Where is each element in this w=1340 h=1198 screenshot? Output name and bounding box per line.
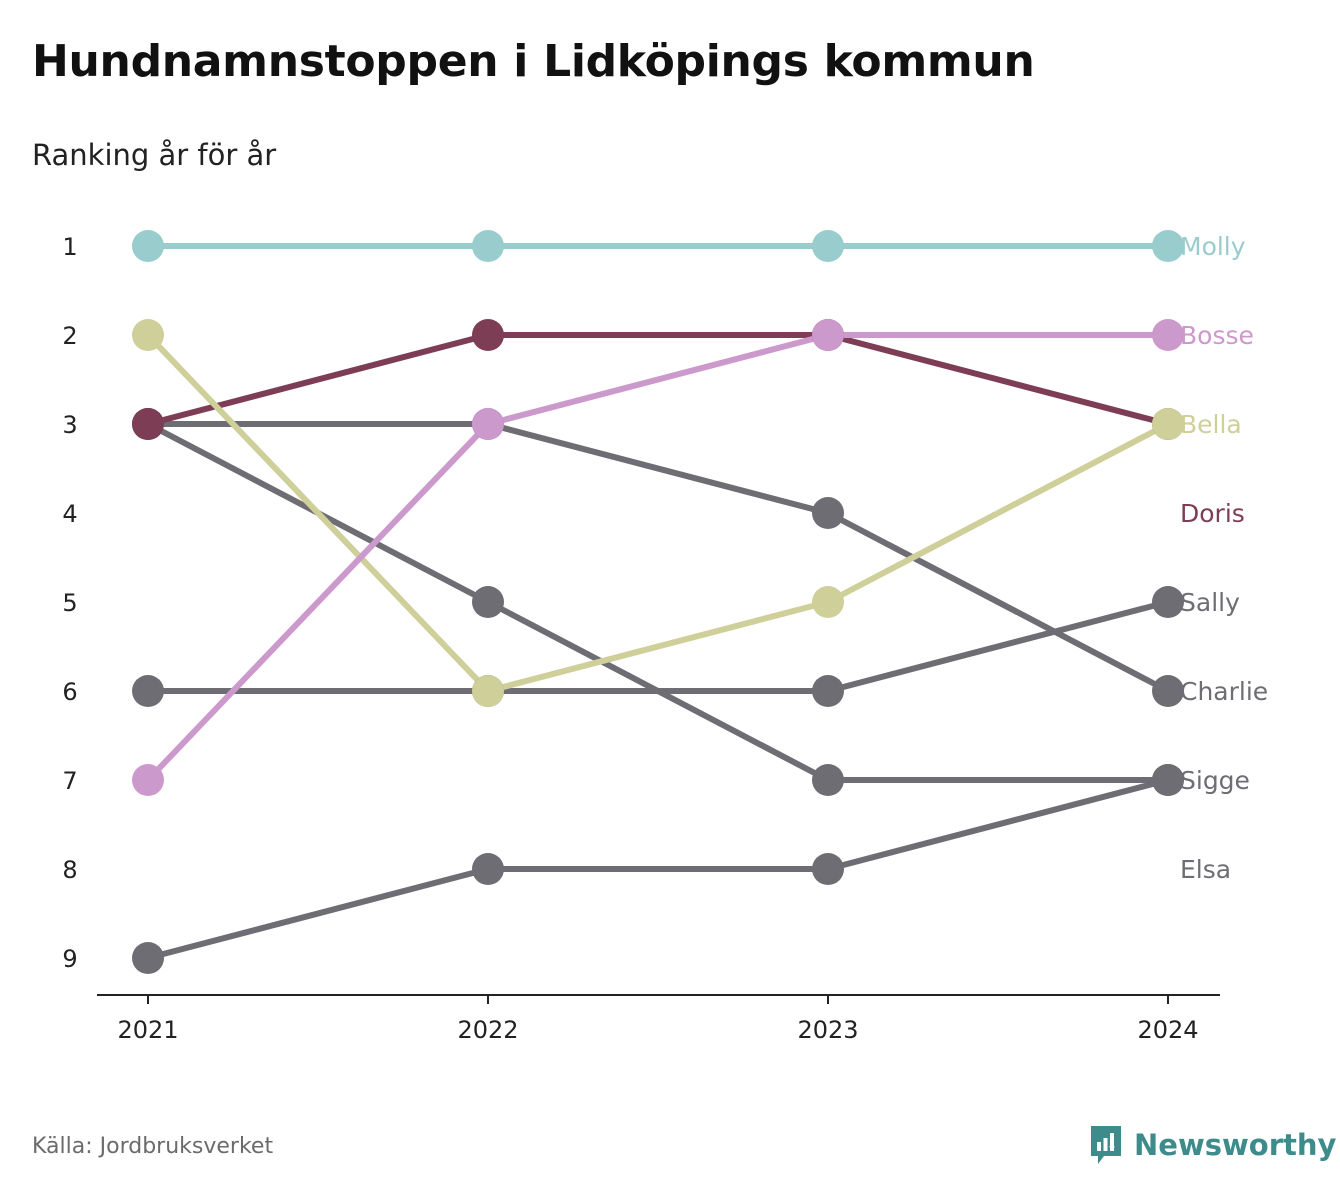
point-charlie-2023 (812, 497, 844, 529)
brand-logo[interactable]: Newsworthy (1088, 1122, 1336, 1168)
y-tick-label-5: 5 (62, 589, 77, 617)
point-molly-2021 (132, 230, 164, 262)
point-molly-2023 (812, 230, 844, 262)
y-tick-label-1: 1 (62, 233, 77, 261)
point-elsa-2023 (812, 853, 844, 885)
brand-name: Newsworthy (1134, 1128, 1337, 1162)
series-line-sally (145, 599, 1171, 694)
label-doris: Doris (1180, 499, 1245, 528)
point-bosse-2022 (472, 408, 504, 440)
x-tick-label-2023: 2023 (797, 1016, 858, 1044)
y-tick-label-2: 2 (62, 322, 77, 350)
point-sigge-2024 (1152, 764, 1184, 796)
series-line-sigge (145, 421, 1171, 783)
point-molly-2022 (472, 230, 504, 262)
point-bella-2023 (812, 586, 844, 618)
y-tick-label-4: 4 (62, 500, 77, 528)
series-labels: Molly Bosse Bella Doris Sally Charlie Sigge Els… (1180, 232, 1268, 884)
chart-title: Hundnamnstoppen i Lidköpings kommun (32, 36, 1035, 87)
series-line-elsa (145, 777, 1171, 961)
point-doris-2021 (132, 408, 164, 440)
point-bosse-2023 (812, 319, 844, 351)
y-tick-label-9: 9 (62, 945, 77, 973)
point-bella-2022 (472, 675, 504, 707)
label-bosse: Bosse (1180, 321, 1254, 350)
y-tick-label-7: 7 (62, 767, 77, 795)
axes: 2021 2022 2023 2024 1 2 3 4 5 6 7 8 9 (62, 233, 1220, 1044)
newsworthy-logo-icon (1091, 1126, 1121, 1164)
label-molly: Molly (1180, 232, 1246, 261)
label-charlie: Charlie (1180, 677, 1268, 706)
y-tick-label-3: 3 (62, 411, 77, 439)
point-doris-2022 (472, 319, 504, 351)
point-sally-2024 (1152, 586, 1184, 618)
point-elsa-2021 (132, 942, 164, 974)
label-sigge: Sigge (1180, 766, 1250, 795)
label-elsa: Elsa (1180, 855, 1231, 884)
point-sally-2021 (132, 675, 164, 707)
point-bella-2021 (132, 319, 164, 351)
point-sigge-2022 (472, 586, 504, 618)
x-tick-label-2021: 2021 (117, 1016, 178, 1044)
chart-subtitle: Ranking år för år (32, 138, 277, 172)
point-sigge-2023 (812, 764, 844, 796)
series-line-charlie (145, 421, 1171, 694)
x-tick-label-2022: 2022 (457, 1016, 518, 1044)
source-note: Källa: Jordbruksverket (32, 1134, 274, 1159)
y-tick-label-8: 8 (62, 856, 77, 884)
point-bosse-2024 (1152, 319, 1184, 351)
point-bella-2024 (1152, 408, 1184, 440)
point-bosse-2021 (132, 764, 164, 796)
label-bella: Bella (1180, 410, 1242, 439)
x-tick-label-2024: 2024 (1137, 1016, 1198, 1044)
point-elsa-2022 (472, 853, 504, 885)
series-line-bosse (145, 332, 1171, 783)
point-sally-2023 (812, 675, 844, 707)
series-lines (145, 243, 1171, 961)
label-sally: Sally (1180, 588, 1240, 617)
y-tick-label-6: 6 (62, 678, 77, 706)
point-molly-2024 (1152, 230, 1184, 262)
point-charlie-2024 (1152, 675, 1184, 707)
series-line-doris (145, 332, 1171, 427)
series-line-bella (145, 332, 1171, 694)
series-points (132, 230, 1184, 974)
